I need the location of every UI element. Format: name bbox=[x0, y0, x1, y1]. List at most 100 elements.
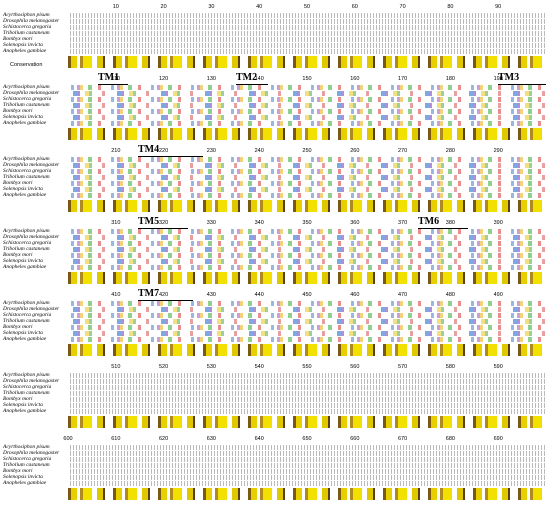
species-name: Drosophila melanogaster bbox=[3, 450, 60, 456]
tm-label: TM6 bbox=[418, 216, 440, 227]
sequence-row bbox=[68, 229, 546, 234]
ruler-number: 460 bbox=[350, 292, 360, 298]
ruler-number: 160 bbox=[350, 76, 360, 82]
species-name: Tribolium castaneum bbox=[3, 390, 50, 396]
species-name: Schistocerca gregaria bbox=[3, 384, 52, 390]
ruler-number: 370 bbox=[398, 220, 408, 226]
species-name: Bombyx mori bbox=[3, 180, 33, 186]
tm-label: TM7 bbox=[138, 288, 160, 299]
species-name: Drosophila melanogaster bbox=[3, 90, 60, 96]
sequence-row bbox=[68, 331, 546, 336]
species-name: Solenopsis invicta bbox=[3, 402, 43, 408]
species-name: Drosophila melanogaster bbox=[3, 18, 60, 24]
sequence-row bbox=[68, 91, 546, 96]
species-name: Acyrthosiphon pisum bbox=[3, 444, 50, 450]
tm-bar bbox=[98, 84, 128, 86]
sequence-row bbox=[68, 301, 546, 306]
species-name: Solenopsis invicta bbox=[3, 186, 43, 192]
ruler-number: 390 bbox=[493, 220, 503, 226]
sequence-row bbox=[68, 169, 546, 174]
ruler-number: 380 bbox=[445, 220, 455, 226]
species-name: Solenopsis invicta bbox=[3, 330, 43, 336]
sequence-row bbox=[68, 391, 546, 396]
sequence-row bbox=[68, 325, 546, 330]
sequence-row bbox=[68, 235, 546, 240]
ruler-number: 630 bbox=[206, 436, 216, 442]
sequence-row bbox=[68, 193, 546, 198]
ruler-number: 520 bbox=[159, 364, 169, 370]
sequence-row bbox=[68, 307, 546, 312]
tm-bar bbox=[138, 156, 203, 158]
sequence-row bbox=[68, 187, 546, 192]
species-name: Bombyx mori bbox=[3, 252, 33, 258]
sequence-row bbox=[68, 37, 546, 42]
conservation-bars bbox=[68, 272, 546, 284]
ruler-number: 470 bbox=[398, 292, 408, 298]
sequence-row bbox=[68, 463, 546, 468]
sequence-row bbox=[68, 265, 546, 270]
ruler-number: 600 bbox=[63, 436, 73, 442]
ruler-number: 40 bbox=[256, 4, 263, 10]
ruler-number: 560 bbox=[350, 364, 360, 370]
ruler-number: 490 bbox=[493, 292, 503, 298]
sequence-row bbox=[68, 451, 546, 456]
ruler-number: 150 bbox=[302, 76, 312, 82]
ruler-number: 190 bbox=[493, 76, 503, 82]
species-name: Anopheles gambiae bbox=[3, 192, 47, 198]
ruler-number: 670 bbox=[398, 436, 408, 442]
species-name: Bombyx mori bbox=[3, 108, 33, 114]
ruler-number: 240 bbox=[254, 148, 264, 154]
species-name: Acyrthosiphon pisum bbox=[3, 228, 50, 234]
ruler-number: 480 bbox=[445, 292, 455, 298]
sequence-row bbox=[68, 97, 546, 102]
tm-bar bbox=[498, 84, 546, 86]
species-name: Anopheles gambiae bbox=[3, 120, 47, 126]
species-name: Bombyx mori bbox=[3, 396, 33, 402]
species-name: Drosophila melanogaster bbox=[3, 162, 60, 168]
sequence-row bbox=[68, 469, 546, 474]
tm-bar bbox=[236, 84, 268, 86]
ruler-number: 420 bbox=[159, 292, 169, 298]
ruler-number: 10 bbox=[112, 4, 119, 10]
species-name: Anopheles gambiae bbox=[3, 48, 47, 54]
ruler-number: 350 bbox=[302, 220, 312, 226]
species-name: Anopheles gambiae bbox=[3, 336, 47, 342]
sequence-row bbox=[68, 385, 546, 390]
species-name: Tribolium castaneum bbox=[3, 246, 50, 252]
species-name: Tribolium castaneum bbox=[3, 318, 50, 324]
ruler-number: 550 bbox=[302, 364, 312, 370]
tm-label: TM3 bbox=[498, 72, 520, 83]
ruler-number: 90 bbox=[495, 4, 502, 10]
ruler-number: 260 bbox=[350, 148, 360, 154]
ruler-number: 590 bbox=[493, 364, 503, 370]
tm-bar bbox=[138, 228, 188, 230]
species-name: Acyrthosiphon pisum bbox=[3, 156, 50, 162]
ruler-number: 450 bbox=[302, 292, 312, 298]
sequence-row bbox=[68, 457, 546, 462]
sequence-row bbox=[68, 25, 546, 30]
sequence-row bbox=[68, 241, 546, 246]
ruler-number: 410 bbox=[111, 292, 121, 298]
sequence-row bbox=[68, 103, 546, 108]
species-name: Anopheles gambiae bbox=[3, 264, 47, 270]
species-name: Anopheles gambiae bbox=[3, 408, 47, 414]
sequence-row bbox=[68, 43, 546, 48]
species-name: Bombyx mori bbox=[3, 324, 33, 330]
sequence-row bbox=[68, 259, 546, 264]
ruler-number: 360 bbox=[350, 220, 360, 226]
species-name: Drosophila melanogaster bbox=[3, 234, 60, 240]
species-name: Acyrthosiphon pisum bbox=[3, 300, 50, 306]
species-name: Solenopsis invicta bbox=[3, 42, 43, 48]
ruler-number: 440 bbox=[254, 292, 264, 298]
sequence-row bbox=[68, 115, 546, 120]
sequence-row bbox=[68, 247, 546, 252]
ruler-number: 280 bbox=[445, 148, 455, 154]
tm-label: TM2 bbox=[236, 72, 258, 83]
ruler-number: 320 bbox=[159, 220, 169, 226]
ruler-number: 220 bbox=[159, 148, 169, 154]
species-name: Schistocerca gregaria bbox=[3, 240, 52, 246]
ruler-number: 30 bbox=[208, 4, 215, 10]
sequence-row bbox=[68, 313, 546, 318]
sequence-row bbox=[68, 85, 546, 90]
sequence-row bbox=[68, 475, 546, 480]
